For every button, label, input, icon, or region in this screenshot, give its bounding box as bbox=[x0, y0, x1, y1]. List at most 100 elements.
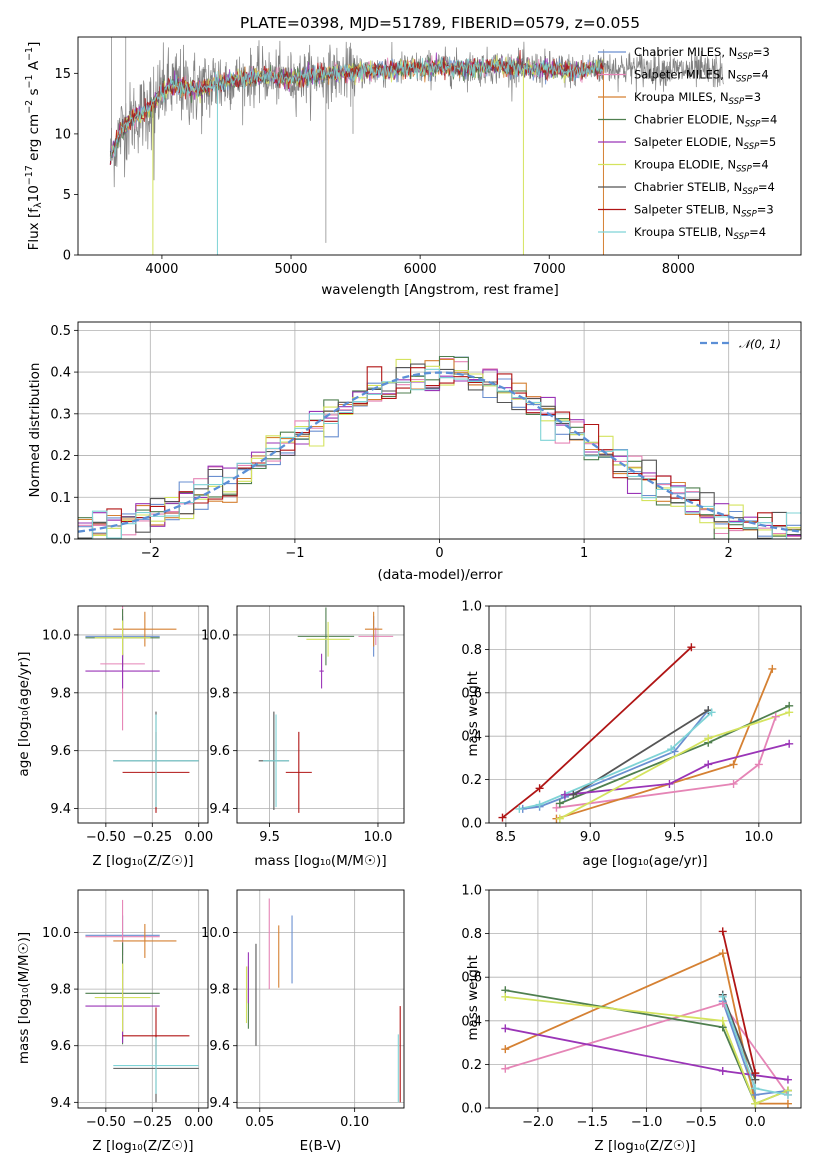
plot-area-spectrum bbox=[109, 37, 724, 255]
x-tick-label: −2.0 bbox=[522, 1115, 554, 1130]
y-tick-label: 9.6 bbox=[209, 744, 230, 759]
weight-line bbox=[519, 711, 713, 810]
legend-name: Chabrier ELODIE, N bbox=[634, 113, 745, 127]
y-tick-label: 9.8 bbox=[209, 686, 230, 701]
weight-marker bbox=[718, 1016, 727, 1025]
y-tick-label: 0.8 bbox=[461, 927, 482, 942]
panel-weight_vs_age: 8.5 9.0 9.5 10.0 0.0 0.2 0.4 0.6 0.8 1.0 age [log₁… bbox=[461, 600, 802, 869]
plot-area-age_vs_Z bbox=[85, 606, 199, 813]
x-tick-label: −1 bbox=[285, 546, 304, 561]
legend-sub: SSP bbox=[737, 52, 753, 62]
x-tick-label: 2 bbox=[725, 546, 733, 561]
x-tick-label: −0.50 bbox=[86, 1115, 126, 1130]
panel-spectrum: 4000 5000 6000 7000 8000 0 5 10 15 PLATE=0398, MJ… bbox=[24, 14, 802, 298]
legend-sub: SSP bbox=[729, 97, 745, 107]
legend-name: Chabrier STELIB, N bbox=[634, 180, 742, 194]
legend-entry: Kroupa STELIB, NSSP=4 bbox=[634, 225, 766, 242]
weight-marker bbox=[501, 1064, 510, 1073]
y-axis-label: age [log₁₀(age/yr)] bbox=[16, 651, 32, 776]
y-tick-label: 9.6 bbox=[50, 1039, 71, 1054]
x-axis-label: mass [log₁₀(M/M☉)] bbox=[254, 853, 386, 869]
x-tick-label: 7000 bbox=[533, 262, 566, 277]
weight-marker bbox=[560, 790, 569, 799]
residual-histogram bbox=[78, 363, 801, 539]
plot-area-age_vs_mass bbox=[258, 607, 394, 813]
x-tick-label: 0 bbox=[435, 546, 443, 561]
panel-residuals: −2 −1 0 1 2 0.0 0.1 0.2 0.3 0.4 0.5 (data-model)/er… bbox=[27, 321, 802, 583]
y-axis-label-part: erg cm bbox=[26, 114, 42, 165]
x-axis-label: Z [log₁₀(Z/Z☉)] bbox=[594, 1138, 695, 1154]
plot-area-mass_vs_Z bbox=[85, 899, 199, 1103]
plot-area-residuals bbox=[78, 355, 801, 539]
legend-sub: SSP bbox=[736, 165, 752, 175]
chart-title: PLATE=0398, MJD=51789, FIBERID=0579, z=0… bbox=[240, 14, 640, 32]
legend-name: Kroupa ELODIE, N bbox=[634, 158, 736, 172]
axes-frame bbox=[77, 605, 209, 824]
y-tick-label: 15 bbox=[54, 67, 71, 82]
legend-entry: Salpeter ELODIE, NSSP=5 bbox=[634, 135, 776, 152]
y-tick-label: 0.4 bbox=[50, 366, 71, 381]
legend-sub: SSP bbox=[744, 142, 760, 152]
y-tick-label: 0.8 bbox=[461, 643, 482, 658]
legend-name: Kroupa STELIB, N bbox=[634, 225, 734, 239]
panel-mass_vs_Z: −0.50 −0.25 0.00 9.4 9.6 9.8 10.0 Z [log₁₀(Z/Z☉… bbox=[16, 889, 213, 1154]
data-spectrum-line bbox=[109, 40, 724, 188]
y-tick-label: 9.4 bbox=[209, 802, 230, 817]
x-tick-label: −0.25 bbox=[132, 830, 172, 845]
y-tick-label: 9.8 bbox=[209, 983, 230, 998]
x-tick-label: 8000 bbox=[662, 262, 695, 277]
x-axis-label: age [log₁₀(age/yr)] bbox=[582, 853, 707, 869]
legend-entry: Salpeter STELIB, NSSP=3 bbox=[634, 203, 774, 220]
weight-marker bbox=[555, 799, 564, 808]
axes-frame bbox=[488, 889, 802, 1109]
panel-age_vs_Z: −0.50 −0.25 0.00 9.4 9.6 9.8 10.0 Z [log₁₀(Z/Z☉… bbox=[16, 605, 213, 869]
weight-marker bbox=[768, 664, 777, 673]
legend-value: =4 bbox=[752, 158, 769, 172]
y-tick-label: 10.0 bbox=[42, 926, 71, 941]
legend-entry: Kroupa MILES, NSSP=3 bbox=[634, 90, 761, 107]
legend-name: Salpeter ELODIE, N bbox=[634, 135, 744, 149]
y-tick-label: 10.0 bbox=[201, 628, 230, 643]
x-tick-label: 9.5 bbox=[664, 830, 685, 845]
x-tick-label: −2 bbox=[141, 546, 160, 561]
y-axis-label-part: A bbox=[26, 60, 42, 74]
y-axis-label: mass [log₁₀(M/M☉)] bbox=[16, 932, 32, 1064]
x-tick-label: 9.0 bbox=[580, 830, 601, 845]
y-tick-label: 9.6 bbox=[209, 1039, 230, 1054]
x-axis-label: Z [log₁₀(Z/Z☉)] bbox=[92, 1138, 193, 1154]
y-tick-label: 0.0 bbox=[50, 533, 71, 548]
weight-marker bbox=[751, 1069, 760, 1078]
weight-marker bbox=[785, 708, 794, 717]
y-axis-label: mass weight bbox=[465, 671, 481, 756]
legend-value: =4 bbox=[760, 113, 777, 127]
y-tick-label: 0.3 bbox=[50, 407, 71, 422]
x-tick-label: −0.25 bbox=[132, 1115, 172, 1130]
y-tick-label: 5 bbox=[63, 188, 71, 203]
legend-value: =3 bbox=[753, 45, 770, 59]
model-spectrum-line bbox=[109, 56, 604, 161]
y-tick-label: 0.2 bbox=[461, 773, 482, 788]
weight-marker bbox=[718, 1066, 727, 1075]
x-tick-label: 10.0 bbox=[744, 830, 773, 845]
weight-line bbox=[721, 931, 757, 1074]
weight-marker bbox=[569, 790, 578, 799]
weight-marker bbox=[718, 992, 727, 1001]
x-tick-label: 0.05 bbox=[245, 1115, 274, 1130]
y-axis-label: Normed distribution bbox=[27, 363, 43, 498]
y-tick-label: 1.0 bbox=[461, 884, 482, 899]
legend-entry: Salpeter MILES, NSSP=4 bbox=[634, 68, 769, 85]
x-tick-label: 0.10 bbox=[340, 1115, 369, 1130]
x-axis-label: E(B-V) bbox=[300, 1138, 342, 1154]
y-axis-label: mass weight bbox=[465, 955, 481, 1040]
y-axis-label-part: −2 bbox=[24, 100, 35, 114]
weight-marker bbox=[751, 1099, 760, 1108]
x-axis-label: (data-model)/error bbox=[377, 567, 503, 583]
legend-sub: SSP bbox=[736, 75, 752, 85]
weight-marker bbox=[729, 779, 738, 788]
weight-marker bbox=[707, 708, 716, 717]
axes-frame bbox=[77, 889, 209, 1109]
weight-line bbox=[522, 709, 709, 810]
x-tick-label: −0.50 bbox=[86, 830, 126, 845]
